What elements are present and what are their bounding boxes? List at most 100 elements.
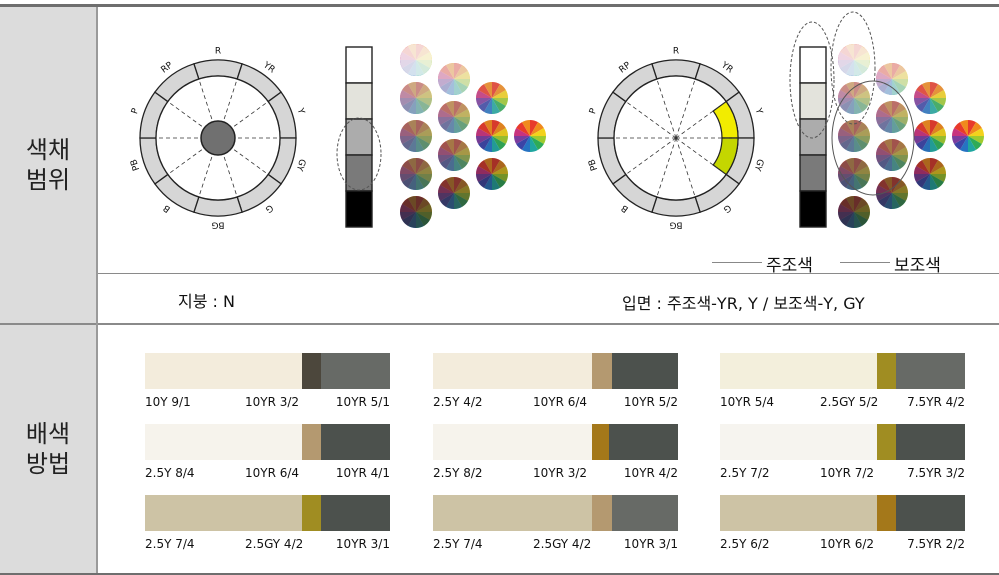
sphere-slice bbox=[930, 98, 946, 106]
sphere-slice bbox=[476, 166, 492, 174]
sphere-slice bbox=[930, 174, 944, 188]
sphere-slice bbox=[846, 98, 854, 114]
hue-label-RP: RP bbox=[617, 60, 633, 75]
sphere-slice bbox=[916, 136, 930, 150]
sphere-slice bbox=[952, 128, 968, 136]
tint-overlay bbox=[400, 44, 432, 76]
sphere-slice bbox=[892, 193, 906, 207]
shade-overlay bbox=[438, 177, 470, 209]
sphere-slice bbox=[854, 98, 870, 106]
sphere-slice bbox=[930, 160, 944, 174]
sphere-slice bbox=[930, 174, 946, 182]
sphere-slice bbox=[878, 103, 892, 117]
sphere-slice bbox=[484, 98, 492, 114]
sphere-slice bbox=[454, 177, 462, 193]
sphere-slice bbox=[892, 193, 900, 209]
wheel-spoke bbox=[656, 137, 677, 198]
combo-swatch bbox=[321, 424, 390, 460]
sphere-slice bbox=[916, 84, 930, 98]
sphere-slice bbox=[954, 136, 968, 150]
selection-ellipses bbox=[336, 11, 915, 196]
sphere-slice bbox=[438, 185, 454, 193]
value-scale-facade bbox=[799, 46, 827, 228]
sphere-slice bbox=[930, 158, 938, 174]
hue-label-RP: RP bbox=[159, 60, 175, 75]
combo-label: 10YR 4/2 bbox=[623, 466, 678, 480]
sphere-slice bbox=[416, 98, 424, 114]
sphere-slice bbox=[922, 98, 930, 114]
sphere-slice bbox=[476, 136, 492, 144]
combo-label: 2.5GY 4/2 bbox=[245, 537, 304, 551]
combo-swatch bbox=[301, 495, 322, 531]
color-spheres-roof bbox=[400, 44, 546, 228]
legend-main: 주조색 bbox=[766, 256, 813, 276]
sphere-slice bbox=[416, 82, 424, 98]
sphere-slice bbox=[892, 117, 908, 125]
combo-label: 10YR 3/2 bbox=[533, 466, 588, 480]
tone-overlay bbox=[914, 82, 946, 114]
combo-label: 7.5YR 4/2 bbox=[907, 395, 965, 409]
sphere-slice bbox=[530, 128, 546, 136]
hue-label-PB: PB bbox=[129, 158, 142, 172]
combo-label: 10YR 3/1 bbox=[335, 537, 390, 551]
sphere-slice bbox=[854, 212, 868, 226]
sphere-slice bbox=[492, 136, 506, 150]
sphere-slice bbox=[892, 193, 908, 201]
hue-label-R: R bbox=[673, 47, 679, 57]
tone-overlay bbox=[876, 101, 908, 133]
sphere-slice bbox=[478, 174, 492, 188]
sphere-slice bbox=[514, 128, 530, 136]
tone-overlay bbox=[876, 63, 908, 95]
sphere-slice bbox=[454, 109, 470, 117]
sphere-slice bbox=[892, 101, 900, 117]
sphere-slice bbox=[846, 82, 854, 98]
shade-overlay bbox=[400, 196, 432, 228]
sphere-slice bbox=[930, 166, 946, 174]
sphere-slice bbox=[892, 185, 908, 193]
tone-overlay bbox=[476, 82, 508, 114]
tint-overlay bbox=[876, 63, 908, 95]
sphere-slice bbox=[476, 90, 492, 98]
tone-overlay bbox=[838, 44, 870, 76]
shade-overlay bbox=[400, 120, 432, 152]
sphere-slice bbox=[492, 174, 506, 188]
hue-label-GY: GY bbox=[751, 157, 764, 172]
sphere-slice bbox=[416, 90, 432, 98]
sphere-slice bbox=[854, 204, 870, 212]
combo-label: 10YR 6/4 bbox=[533, 395, 588, 409]
hue-label-YR: YR bbox=[718, 60, 734, 76]
sphere-slice bbox=[476, 98, 492, 106]
combo-label: 2.5Y 7/2 bbox=[720, 466, 770, 480]
sphere-slice bbox=[416, 196, 424, 212]
hue-label-PB: PB bbox=[587, 158, 600, 172]
combo-bar bbox=[433, 495, 678, 531]
combo-bar bbox=[145, 424, 390, 460]
sphere-slice bbox=[916, 174, 930, 188]
wheel-spoke bbox=[198, 156, 213, 198]
color-method-label: 배색 방법 bbox=[25, 420, 71, 478]
sphere-slice bbox=[478, 122, 492, 136]
sphere-slice bbox=[492, 136, 500, 152]
value-step bbox=[345, 154, 373, 192]
sphere-slice bbox=[492, 174, 500, 190]
sphere-slice bbox=[416, 204, 432, 212]
sphere-slice bbox=[530, 120, 538, 136]
tone-overlay bbox=[438, 101, 470, 133]
sphere-slice bbox=[930, 136, 938, 152]
combo-swatch bbox=[321, 353, 390, 389]
legend-line-main bbox=[712, 262, 762, 263]
sphere-slice bbox=[854, 84, 868, 98]
combo-label: 10YR 5/1 bbox=[335, 395, 390, 409]
tone-overlay bbox=[838, 82, 870, 114]
sphere-slice bbox=[408, 82, 416, 98]
wheel-spoke bbox=[223, 156, 238, 198]
sphere-slice bbox=[878, 193, 892, 207]
hue-label-BG: BG bbox=[669, 220, 682, 230]
tone-overlay bbox=[914, 120, 946, 152]
sphere-slice bbox=[878, 179, 892, 193]
sphere-slice bbox=[892, 109, 908, 117]
value-step bbox=[799, 118, 827, 156]
combo-label: 2.5Y 4/2 bbox=[433, 395, 483, 409]
value-step bbox=[345, 82, 373, 120]
sphere-slice bbox=[416, 198, 430, 212]
